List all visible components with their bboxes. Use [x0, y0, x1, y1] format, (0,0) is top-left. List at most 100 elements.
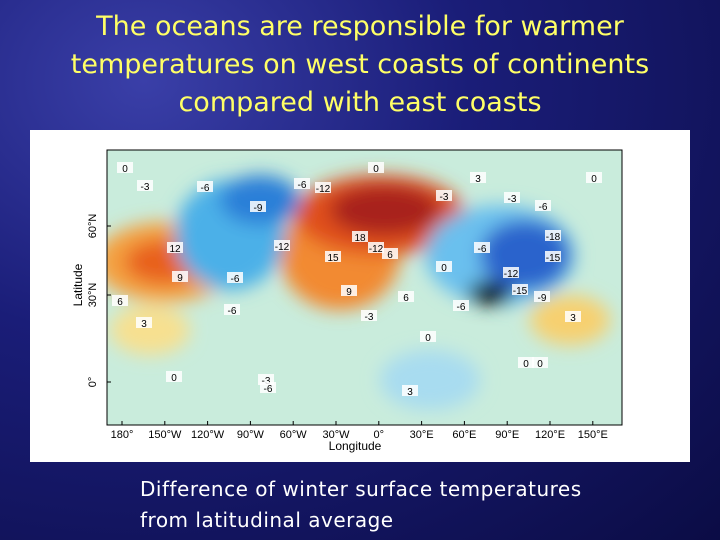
y-tick-label: 60°N: [87, 214, 99, 239]
contour-label: 6: [403, 293, 409, 304]
contour-label-bg: [250, 201, 266, 212]
contour-label-bg: [274, 240, 290, 251]
contour-label-bg: [402, 385, 418, 396]
contour-label-bg: [512, 284, 528, 295]
contour-label-bg: [436, 190, 452, 201]
contour-label: -12: [275, 242, 290, 253]
x-tick-label: 90°W: [237, 429, 265, 441]
contour-label: -3: [440, 192, 449, 203]
contour-label-bg: [368, 162, 384, 173]
contour-label-bg: [518, 357, 534, 368]
contour-label-bg: [503, 267, 519, 278]
contour-label-bg: [137, 180, 153, 191]
contour-label: -12: [504, 269, 519, 280]
contour-label: -3: [508, 194, 517, 205]
contour-label: 6: [387, 250, 393, 261]
y-axis-label: Latitude: [71, 263, 85, 306]
contour-label-bg: [112, 295, 128, 306]
contour-label-bg: [136, 317, 152, 328]
contour-label: 0: [373, 164, 379, 175]
contour-label: 6: [117, 297, 123, 308]
contour-label: -6: [201, 183, 210, 194]
contour-label: -6: [264, 384, 273, 395]
contour-label: -3: [365, 312, 374, 323]
contour-label-bg: [172, 271, 188, 282]
contour-label: 0: [122, 164, 128, 175]
contour-label-bg: [470, 172, 486, 183]
x-axis-label: Longitude: [329, 439, 382, 453]
contour-label: -6: [478, 244, 487, 255]
contour-label: -6: [539, 202, 548, 213]
caption: Difference of winter surface temperature…: [140, 477, 582, 532]
contour-label: -9: [254, 203, 263, 214]
x-tick-label: 180°: [111, 429, 134, 441]
contour-label: 0: [441, 263, 447, 274]
contour-label-bg: [117, 162, 133, 173]
y-tick-label: 30°N: [87, 283, 99, 308]
contour-label-bg: [341, 285, 357, 296]
contour-label: 3: [407, 387, 413, 398]
slide-title: The oceans are responsible for warmer te…: [70, 11, 650, 118]
contour-label-bg: [565, 311, 581, 322]
x-tick-label: 60°W: [280, 429, 308, 441]
contour-label-bg: [398, 291, 414, 302]
contour-label-bg: [474, 242, 490, 253]
contour-label-bg: [532, 357, 548, 368]
contour-label: -6: [228, 306, 237, 317]
contour-label: 12: [169, 244, 181, 255]
contour-label: 18: [354, 233, 366, 244]
x-tick-label: 150°E: [578, 429, 608, 441]
contour-label: -18: [546, 232, 561, 243]
contour-label-bg: [545, 251, 561, 262]
contour-label-bg: [453, 300, 469, 311]
contour-label: 0: [591, 174, 597, 185]
contour-label: -3: [262, 376, 271, 387]
contour-label-bg: [361, 310, 377, 321]
contour-label: -15: [513, 286, 528, 297]
contour-label-bg: [166, 371, 182, 382]
contour-label: 3: [141, 319, 147, 330]
contour-label-bg: [504, 192, 520, 203]
contour-label: -12: [316, 184, 331, 195]
contour-label: 0: [523, 359, 529, 370]
contour-label-bg: [586, 172, 602, 183]
contour-label-bg: [420, 331, 436, 342]
x-tick-label: 30°W: [322, 429, 350, 441]
contour-label: 0: [171, 373, 177, 384]
contour-label-bg: [534, 291, 550, 302]
contour-label-bg: [368, 242, 384, 253]
contour-label-bg: [260, 382, 276, 393]
contour-label: 3: [475, 174, 481, 185]
contour-label-bg: [352, 231, 368, 242]
contour-label-bg: [224, 304, 240, 315]
x-tick-label: 30°E: [410, 429, 434, 441]
contour-label: 9: [177, 273, 183, 284]
contour-label-bg: [436, 261, 452, 272]
plot-frame: [106, 149, 623, 426]
contour-label: -6: [231, 274, 240, 285]
contour-label: -6: [457, 302, 466, 313]
contour-label: -3: [141, 182, 150, 193]
y-tick-label: 0°: [87, 377, 99, 388]
x-tick-label: 120°E: [535, 429, 565, 441]
contour-label-bg: [535, 200, 551, 211]
contour-label: -12: [369, 244, 384, 255]
contour-label: -15: [546, 253, 561, 264]
contour-label-bg: [227, 272, 243, 283]
x-tick-label: 90°E: [495, 429, 519, 441]
x-tick-label: 120°W: [191, 429, 225, 441]
x-tick-label: 0°: [374, 429, 385, 441]
contour-label-bg: [167, 242, 183, 253]
contour-label-bg: [197, 181, 213, 192]
contour-label: -6: [298, 180, 307, 191]
contour-label: 0: [425, 333, 431, 344]
contour-label: 3: [570, 313, 576, 324]
contour-label: 9: [346, 287, 352, 298]
x-tick-label: 150°W: [148, 429, 182, 441]
contour-label: 0: [537, 359, 543, 370]
contour-label-bg: [325, 251, 341, 262]
x-tick-label: 60°E: [452, 429, 476, 441]
contour-label-bg: [545, 230, 561, 241]
